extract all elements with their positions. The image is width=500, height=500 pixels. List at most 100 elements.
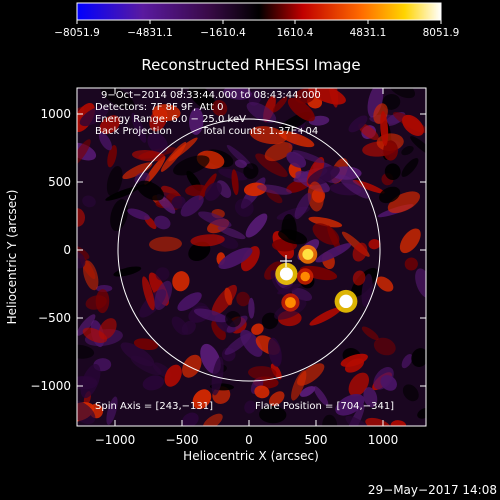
x-tick-marks [114,88,384,426]
heatmap-texture-blob [171,195,186,209]
heatmap-texture-blob [106,165,123,197]
heatmap-texture-blob [131,112,147,143]
heatmap-texture-blob [384,163,401,180]
heatmap-texture-blob [308,216,343,228]
heatmap-texture-blob [335,393,365,416]
annotation-time-range: 9−Oct−2014 08:33:44.000 to 08:43:44.000 [101,90,321,101]
solar-limb-circle [117,118,381,382]
y-tick-label: −1000 [30,379,71,393]
heatmap-blobs [77,88,426,426]
heatmap-texture-blob [77,208,86,227]
colorbar-tick-label: 4831.1 [350,27,387,39]
heatmap-texture-blob [204,182,222,201]
heatmap-texture-blob [82,195,96,208]
heatmap-texture-blob [373,337,396,356]
heatmap-texture-blob [248,297,255,319]
heatmap-peak [279,267,293,281]
heatmap-texture-blob [259,405,287,424]
heatmap-texture-blob [79,105,109,127]
heatmap-texture-blob [264,142,293,162]
heatmap-texture-blob [365,417,392,426]
heatmap-texture-blob [211,320,226,341]
heatmap-texture-blob [244,400,256,414]
heatmap-texture-blob [278,229,308,245]
heatmap-texture-blob [155,267,170,281]
heatmap-texture-blob [172,271,190,292]
heatmap-texture-blob [287,97,315,122]
heatmap-texture-blob [294,192,312,220]
heatmap-texture-blob [292,150,325,164]
heatmap-texture-blob [245,213,268,238]
heatmap-texture-blob [77,376,98,390]
heatmap-texture-blob [411,348,426,368]
heatmap-texture-blob [82,327,108,343]
heatmap-texture-blob [299,386,316,397]
plot-frame [76,87,427,427]
heatmap-texture-blob [147,132,168,154]
heatmap-texture-blob [110,199,129,232]
heatmap-texture-blob [401,145,414,156]
heatmap-texture-blob [383,140,399,161]
heatmap-texture-blob [225,311,242,328]
heatmap-texture-blob [181,412,199,426]
y-tick-label: 500 [48,175,71,189]
heatmap-texture-blob [248,90,262,106]
heatmap-texture-blob [107,145,117,168]
x-tick-labels: −1000 −500 0 500 1000 [95,433,399,447]
heatmap-texture-blob [77,314,96,336]
annotation-method: Back Projection [95,126,172,137]
heatmap-texture-blob [387,191,421,214]
heatmap-texture-blob [268,337,282,367]
heatmap-texture-blob [257,184,292,195]
y-tick-marks [77,113,426,387]
x-tick-label: 500 [305,433,328,447]
heatmap-peaks [275,245,358,313]
heatmap-texture-blob [352,270,366,286]
heatmap-texture-blob [127,208,150,220]
y-tick-label: −500 [38,311,71,325]
heatmap-peak [339,294,353,309]
heatmap-texture-blob [401,353,413,369]
heatmap-texture-blob [402,384,419,402]
heatmap-texture-blob [149,236,182,252]
heatmap-texture-blob [142,375,165,391]
annotation-block: 9−Oct−2014 08:33:44.000 to 08:43:44.000 … [95,90,321,137]
colorbar [76,2,442,21]
heatmap-texture-blob [382,93,401,110]
heatmap-texture-blob [224,333,252,355]
y-axis-label: Heliocentric Y (arcsec) [5,190,19,325]
heatmap-texture-blob [401,158,419,177]
x-tick-label: −1000 [95,433,136,447]
heatmap-texture-blob [231,169,239,196]
colorbar-tick-labels: −8051.9 −4831.1 −1610.4 1610.4 4831.1 80… [54,27,459,39]
heatmap-texture-blob [277,283,301,295]
heatmap-texture-blob [182,354,202,378]
heatmap-texture-blob [315,243,352,263]
heatmap-texture-blob [193,308,228,323]
heatmap-texture-blob [181,320,196,335]
heatmap-texture-blob [224,287,233,306]
heatmap-texture-blob [352,179,385,194]
heatmap-texture-blob [272,96,288,113]
heatmap-texture-blob [188,241,211,262]
heatmap-texture-blob [313,386,329,406]
x-axis-label: Heliocentric X (arcsec) [183,449,319,463]
spin-axis-marker [280,255,292,267]
heatmap-texture-blob [308,88,346,105]
heatmap-texture-blob [243,163,259,179]
heatmap-texture-blob [363,387,378,408]
heatmap-texture-blob [190,234,225,247]
heatmap-texture-blob [417,407,426,419]
heatmap-texture-blob [234,159,247,168]
heatmap-texture-blob [185,184,209,197]
heatmap-texture-blob [399,228,421,254]
colorbar-tick-label: −4831.1 [127,27,173,39]
heatmap-texture-blob [348,115,368,133]
heatmap-texture-blob [100,88,135,110]
heatmap-texture-blob [251,323,264,335]
x-tick-label: 0 [245,433,253,447]
heatmap-texture-blob [142,276,155,311]
heatmap-texture-blob [133,338,159,351]
heatmap-texture-blob [255,153,288,178]
